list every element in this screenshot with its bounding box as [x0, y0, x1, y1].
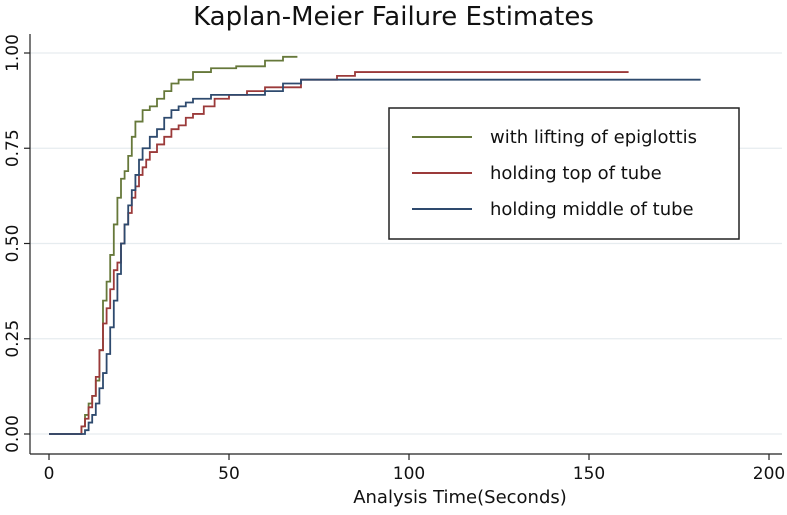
x-tick-label: 0	[44, 464, 55, 484]
y-tick-label: 0.25	[3, 320, 23, 358]
x-tick-label: 50	[218, 464, 240, 484]
series-line-2	[49, 71, 629, 435]
x-axis-title: Analysis Time(Seconds)	[353, 487, 567, 508]
series-group	[49, 55, 701, 435]
x-tick-label: 150	[573, 464, 605, 484]
x-tick-label: 200	[753, 464, 785, 484]
y-tick-label: 1.00	[3, 34, 23, 72]
y-tick-label: 0.00	[3, 415, 23, 453]
chart-title: Kaplan-Meier Failure Estimates	[193, 2, 594, 32]
axes: 0.00 0.25 0.50 0.75 1.00 0 50 100 150 200	[3, 34, 785, 484]
legend-label-2: holding top of tube	[490, 163, 662, 184]
x-tick-label: 100	[393, 464, 425, 484]
legend-label-3: holding middle of tube	[490, 199, 694, 220]
y-tick-label: 0.75	[3, 129, 23, 167]
legend: with lifting of epiglottis holding top o…	[388, 107, 740, 240]
series-line-3	[49, 78, 701, 435]
legend-label-1: with lifting of epiglottis	[490, 127, 697, 148]
y-tick-label: 0.50	[3, 225, 23, 263]
